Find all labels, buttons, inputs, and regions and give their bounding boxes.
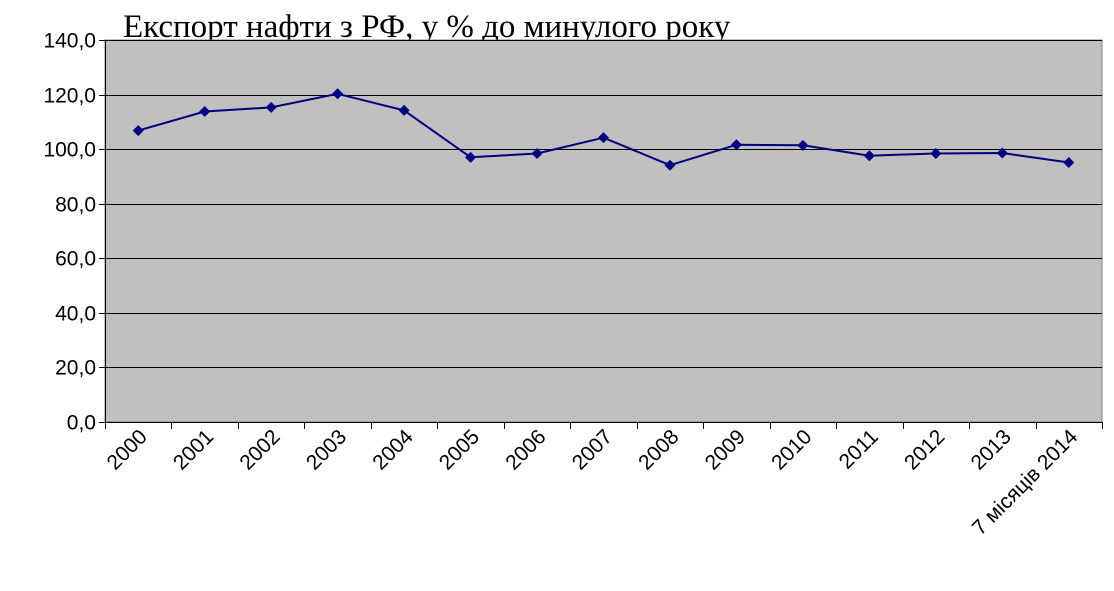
series	[132, 88, 1075, 171]
data-point	[265, 101, 277, 113]
x-tick-label: 2011	[835, 425, 883, 473]
data-point	[465, 151, 477, 163]
x-tick-label: 2003	[302, 425, 351, 474]
y-tick-label: 20,0	[55, 357, 96, 380]
x-axis-tick-labels: 2000 2001 2002 2003 2004 2005 2006 2007 2008 2009…	[102, 425, 1082, 540]
data-point	[664, 159, 676, 171]
x-tick-label: 2008	[634, 425, 683, 474]
x-tick-label: 2006	[501, 425, 550, 474]
gridlines	[105, 40, 1102, 368]
data-point	[531, 148, 543, 160]
data-point	[598, 132, 609, 144]
plot-area	[104, 39, 1103, 423]
data-point	[398, 104, 410, 116]
x-tick-label: 2002	[235, 425, 284, 474]
y-tick-label: 40,0	[55, 303, 96, 326]
y-axis-tick-labels: 0,0 20,0 40,0 60,0 80,0 100,0 120,0 140,0	[43, 30, 96, 435]
x-tick-label: 2005	[435, 425, 484, 474]
data-point	[1063, 157, 1075, 169]
x-tick-label: 2009	[701, 425, 750, 474]
y-tick-label: 80,0	[55, 194, 96, 217]
data-point	[797, 139, 809, 151]
data-point	[730, 139, 742, 151]
y-tick-label: 60,0	[55, 248, 96, 271]
y-tick-label: 140,0	[43, 30, 96, 53]
x-tick-label: 2007	[568, 425, 617, 474]
x-tick-label: 2010	[767, 425, 816, 474]
data-point	[199, 105, 211, 117]
data-point	[132, 125, 144, 137]
data-point	[930, 148, 942, 160]
y-tick-label: 100,0	[43, 139, 96, 162]
x-tick-label: 2001	[169, 425, 218, 474]
axes	[99, 40, 1103, 429]
data-point	[332, 88, 344, 100]
y-tick-label: 0,0	[67, 412, 96, 435]
data-point	[863, 150, 875, 162]
x-tick-label: 2004	[368, 425, 418, 475]
data-point	[996, 147, 1008, 159]
y-tick-label: 120,0	[43, 85, 96, 108]
chart-title: Експорт нафти з РФ, у % до минулого року	[123, 9, 731, 45]
x-tick-label: 2000	[102, 425, 151, 474]
x-tick-label: 2012	[900, 425, 949, 474]
x-tick-label: 2013	[967, 425, 1016, 474]
